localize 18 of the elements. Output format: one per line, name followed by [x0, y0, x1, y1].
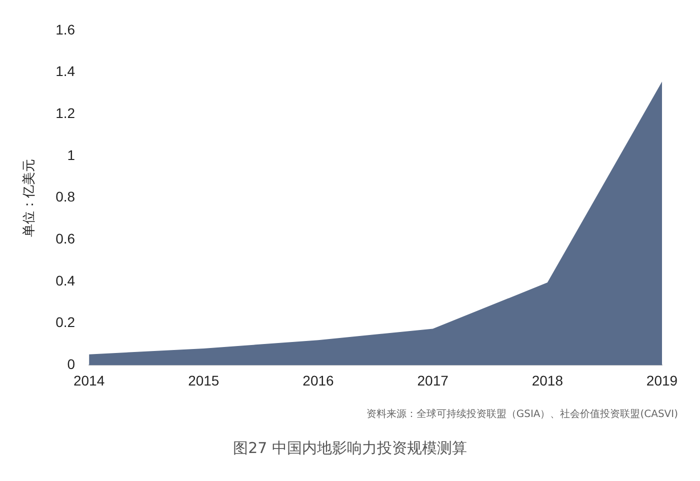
x-tick-label: 2015	[188, 372, 220, 388]
text: 图27 中国内地影响力投资规模测算	[232, 439, 468, 458]
y-tick-label: 1.2	[56, 104, 76, 121]
x-tick-label: 2014	[73, 372, 105, 388]
y-tick-label: 0.2	[56, 314, 76, 330]
text: 资料来源：全球可持续投资联盟（GSIA）、社会价值投资联盟(CASVI)	[365, 408, 679, 421]
x-tick-label: 2016	[302, 372, 334, 388]
y-tick-label: 1.6	[56, 21, 76, 38]
y-tick-label: 1	[67, 146, 76, 163]
y-tick-label: 0.6	[56, 230, 76, 247]
y-tick-label: 0.8	[56, 188, 76, 205]
y-tick-label: 1.4	[56, 63, 76, 80]
y-tick-label: 0	[67, 356, 76, 372]
y-tick-label: 0.4	[56, 272, 76, 288]
y-axis-title: 单位：亿美元	[21, 158, 38, 237]
x-tick-label: 2018	[532, 372, 564, 388]
x-tick-label: 2017	[417, 372, 449, 388]
x-tick-label: 2019	[646, 372, 678, 388]
